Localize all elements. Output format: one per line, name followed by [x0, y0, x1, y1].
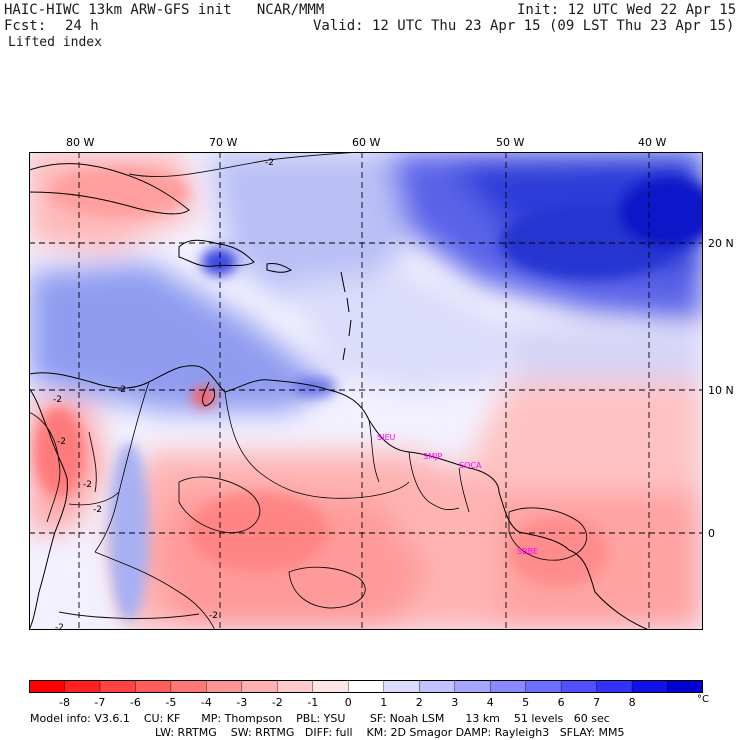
color-bar-tick-label: -2	[271, 696, 283, 709]
plot-title: HAIC-HIWC 13km ARW-GFS init NCAR/MMM	[4, 2, 325, 18]
contour-label: -2	[265, 158, 274, 168]
contour-label: -2	[83, 480, 92, 490]
color-bar-cell	[312, 680, 349, 693]
color-bar-cell	[348, 680, 385, 693]
color-bar-tick-label: -4	[200, 696, 212, 709]
color-bar-cell	[206, 680, 243, 693]
lon-label-80w: 80 W	[66, 136, 95, 149]
color-bar-tick-label: 8	[628, 696, 636, 709]
color-bar	[29, 680, 703, 693]
color-bar-cell	[29, 680, 66, 693]
site-markers: SIEU SMJP SOCA SBBE	[377, 433, 538, 556]
color-bar-cell	[241, 680, 279, 693]
forecast-hour: 24 h	[65, 18, 99, 34]
model-info-line-1: Model info: V3.6.1 CU: KF MP: Thompson P…	[30, 712, 610, 725]
lat-label-20n: 20 N	[708, 237, 734, 250]
color-bar-cell	[667, 680, 703, 693]
color-bar-tick-label: 0	[344, 696, 352, 709]
color-bar-tick-label: 6	[557, 696, 565, 709]
color-bar-tick-label: -1	[307, 696, 319, 709]
contour-label: -2	[209, 611, 218, 621]
lon-label-40w: 40 W	[638, 136, 667, 149]
color-bar-tick-label: 3	[451, 696, 459, 709]
color-bar-cell	[64, 680, 101, 693]
lat-lon-grid	[29, 152, 703, 630]
contour-label: -2	[57, 437, 66, 447]
color-bar-tick-label: 4	[486, 696, 494, 709]
color-bar-tick-label: 5	[522, 696, 530, 709]
color-bar-cell	[277, 680, 314, 693]
lon-label-60w: 60 W	[352, 136, 381, 149]
color-bar-tick-label: -3	[236, 696, 248, 709]
color-bar-tick-label: -6	[129, 696, 141, 709]
lon-label-50w: 50 W	[496, 136, 525, 149]
color-bar-tick-label: -8	[59, 696, 70, 709]
color-bar-tick-label: -5	[165, 696, 177, 709]
contour-label: -2	[55, 623, 64, 630]
init-time: Init: 12 UTC Wed 22 Apr 15	[517, 2, 737, 18]
lon-label-70w: 70 W	[209, 136, 238, 149]
site-label: SBBE	[517, 547, 538, 556]
color-bar-cell	[419, 680, 456, 693]
site-label: SMJP	[423, 452, 442, 461]
color-bar-cell	[560, 680, 598, 693]
model-info-line-2: LW: RRTMG SW: RRTMG DIFF: full KM: 2D Sm…	[155, 726, 625, 739]
forecast-label: Fcst:	[4, 18, 47, 34]
lat-label-10n: 10 N	[708, 384, 734, 397]
color-bar-cell	[489, 680, 527, 693]
contour-lines	[29, 152, 588, 619]
color-bar-cell	[454, 680, 491, 693]
contour-label: -2	[53, 395, 62, 405]
color-bar-cell	[135, 680, 172, 693]
color-bar-cell	[525, 680, 562, 693]
color-bar-tick-label: 2	[415, 696, 423, 709]
color-bar-tick-label: -7	[94, 696, 106, 709]
valid-time: Valid: 12 UTC Thu 23 Apr 15 (09 LST Thu …	[313, 18, 735, 34]
color-bar-tick-label: 7	[593, 696, 601, 709]
stability-detail	[34, 167, 703, 622]
color-bar-tick-label: 1	[380, 696, 388, 709]
color-bar-cell	[596, 680, 633, 693]
color-bar-cell	[631, 680, 669, 693]
field-name: Lifted index	[8, 35, 102, 50]
color-bar-cell	[383, 680, 420, 693]
color-bar-cell	[99, 680, 137, 693]
lifted-index-map: -2 -2 -2 -2 -2 -2 -2 -2 SIEU SMJP SOCA S…	[29, 152, 703, 630]
site-label: SOCA	[459, 461, 482, 470]
unit-label: °C	[697, 694, 709, 705]
site-label: SIEU	[377, 433, 395, 442]
lat-label-equator: 0	[708, 527, 715, 540]
borders	[68, 381, 470, 630]
color-bar-cell	[170, 680, 208, 693]
contour-label: -2	[93, 505, 102, 515]
map-frame	[29, 152, 703, 630]
